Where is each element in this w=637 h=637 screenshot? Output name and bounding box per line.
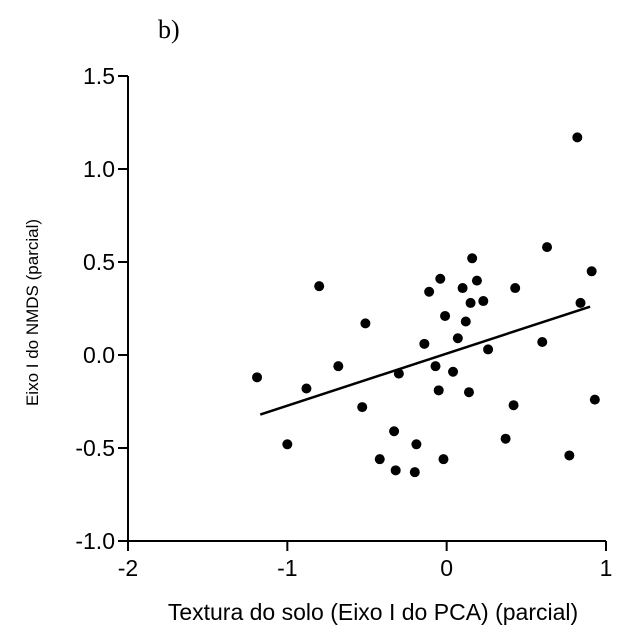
data-point	[435, 273, 446, 284]
data-point	[448, 366, 459, 377]
data-point	[564, 450, 575, 461]
data-point	[467, 253, 478, 264]
data-point	[572, 132, 583, 143]
data-point	[374, 454, 385, 465]
panel-label: b)	[158, 15, 180, 44]
data-point	[409, 467, 420, 478]
data-point	[301, 383, 312, 394]
data-point	[465, 297, 476, 308]
data-point	[440, 310, 451, 321]
data-point	[282, 439, 293, 450]
data-point	[457, 283, 468, 294]
data-point	[252, 372, 263, 383]
data-point	[483, 344, 494, 355]
y-tick-label: 1.5	[83, 63, 115, 89]
y-tick-label: -1.0	[75, 528, 115, 554]
x-axis-title: Textura do solo (Eixo I do PCA) (parcial…	[168, 599, 578, 625]
data-point	[433, 385, 444, 396]
data-point	[575, 297, 586, 308]
data-point	[471, 275, 482, 286]
data-point	[389, 426, 400, 437]
data-point	[586, 266, 597, 277]
x-ticks: -2 -1 0 1	[118, 541, 613, 581]
data-point	[438, 454, 449, 465]
data-point	[360, 318, 371, 329]
data-point	[357, 402, 368, 413]
points-layer	[252, 132, 600, 478]
data-point	[314, 281, 325, 292]
data-point	[333, 361, 344, 372]
y-tick-label: -0.5	[75, 435, 115, 461]
x-tick-label: 1	[600, 555, 613, 581]
y-axis-title: Eixo I do NMDS (parcial)	[23, 219, 42, 406]
x-tick-label: 0	[440, 555, 453, 581]
data-point	[390, 465, 401, 476]
y-ticks: -1.0 -0.5 0.0 0.5 1.0 1.5	[75, 63, 128, 554]
regression-line	[259, 305, 591, 416]
data-point	[478, 296, 489, 307]
data-point	[508, 400, 519, 411]
axes	[127, 76, 606, 542]
x-tick-label: -2	[118, 555, 138, 581]
data-point	[430, 361, 441, 372]
data-point	[393, 368, 404, 379]
data-point	[537, 336, 548, 347]
y-tick-label: 0.0	[83, 342, 115, 368]
data-point	[500, 433, 511, 444]
data-point	[452, 333, 463, 344]
y-tick-label: 1.0	[83, 156, 115, 182]
data-point	[419, 338, 430, 349]
data-point	[510, 283, 521, 294]
fit-layer	[259, 305, 591, 416]
data-point	[542, 242, 553, 253]
data-point	[463, 387, 474, 398]
data-point	[460, 316, 471, 327]
data-point	[589, 394, 600, 405]
data-point	[411, 439, 422, 450]
data-point	[424, 286, 435, 297]
y-tick-label: 0.5	[83, 249, 115, 275]
x-tick-label: -1	[277, 555, 297, 581]
